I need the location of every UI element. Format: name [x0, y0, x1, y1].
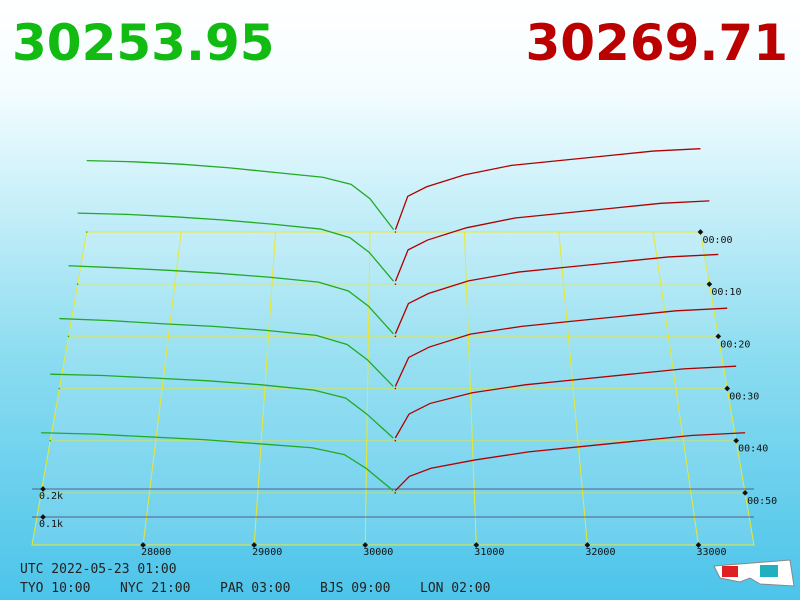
asks-depth-line: [394, 253, 719, 335]
snapshot-time: [76, 283, 79, 285]
bids-depth-line: [77, 212, 394, 282]
time-tick-mark: [724, 385, 731, 392]
cyan-lens: [760, 565, 778, 577]
zone-time: PAR 03:00: [220, 581, 290, 596]
x-tick-mark: [362, 542, 369, 548]
time-tick-mark: [742, 490, 748, 496]
snapshot-time: [394, 335, 397, 338]
ask-price: 30269.71: [525, 14, 788, 72]
snapshot-time: [67, 335, 70, 338]
bids-depth-line: [68, 265, 394, 335]
x-tick-mark: [140, 542, 146, 548]
zone-time: BJS 09:00: [320, 581, 390, 596]
asks-depth-line: [394, 432, 746, 492]
time-tick-label: 00:20: [720, 339, 750, 350]
snapshot-time: [49, 439, 52, 442]
utc-time: UTC 2022-05-23 01:00: [20, 562, 177, 577]
snapshot-time: [394, 231, 397, 233]
x-tick-label: 30000: [363, 547, 393, 558]
time-tick-label: 00:50: [747, 496, 777, 507]
volume-tick-label: 0.1k: [39, 519, 63, 530]
snapshot-time: [394, 387, 397, 390]
snapshot-time: [394, 283, 397, 285]
bids-depth-line: [59, 317, 394, 387]
asks-depth-line: [394, 200, 710, 282]
snapshot-time: [85, 231, 88, 233]
x-tick-label: 33000: [696, 547, 726, 558]
x-tick-label: 28000: [141, 547, 171, 558]
bid-price: 30253.95: [12, 14, 275, 72]
zone-time: TYO 10:00: [20, 581, 90, 596]
x-tick-mark: [695, 542, 702, 548]
snapshot-time: [394, 492, 397, 494]
snapshot-time: [394, 439, 397, 442]
snapshot-time: [58, 387, 61, 390]
time-tick-label: 00:00: [702, 235, 732, 246]
x-tick-mark: [473, 542, 480, 548]
x-tick-label: 31000: [474, 547, 504, 558]
asks-depth-line: [394, 148, 701, 230]
x-tick-mark: [584, 542, 591, 548]
snapshot-time: [40, 492, 42, 494]
time-tick-mark: [697, 229, 704, 235]
3d-glasses-icon[interactable]: [713, 559, 795, 587]
asks-depth-line: [394, 307, 728, 387]
time-tick-label: 00:30: [729, 392, 759, 403]
x-tick-label: 29000: [252, 547, 282, 558]
time-tick-mark: [733, 437, 739, 444]
time-tick-mark: [715, 333, 722, 340]
x-tick-label: 32000: [585, 547, 615, 558]
bids-depth-line: [41, 432, 394, 492]
asks-depth-line: [394, 365, 737, 439]
x-tick-mark: [251, 542, 257, 548]
red-lens: [722, 566, 738, 577]
time-tick-mark: [706, 281, 713, 287]
volume-tick-mark: [40, 514, 46, 520]
volume-tick-label: 0.2k: [39, 491, 63, 502]
zone-time: NYC 21:00: [120, 581, 190, 596]
time-tick-label: 00:10: [711, 287, 741, 298]
time-tick-label: 00:40: [738, 444, 768, 455]
bids-depth-line: [86, 159, 395, 231]
bids-depth-line: [50, 373, 394, 439]
zone-time: LON 02:00: [420, 581, 490, 596]
